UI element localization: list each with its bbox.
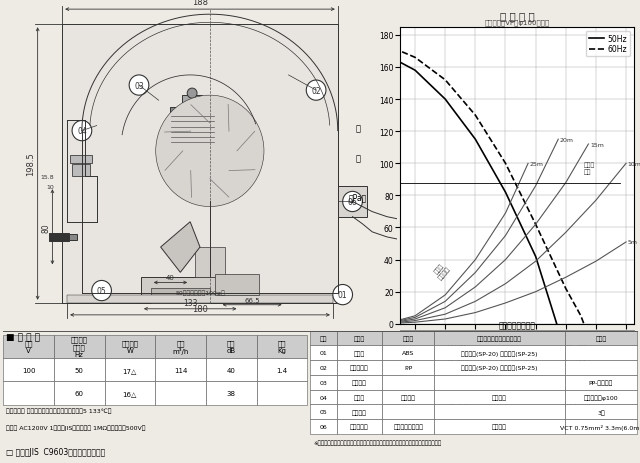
Text: 180: 180 (192, 304, 208, 313)
Circle shape (307, 81, 326, 101)
Text: 電動機形式 说動モーター（温度ヒューズ内蝓5 133℃）: 電動機形式 说動モーター（温度ヒューズ内蝓5 133℃） (6, 407, 112, 413)
60Hz (396, 49, 404, 55)
Text: 50（ファン径：100φ）: 50（ファン径：100φ） (175, 290, 225, 296)
Circle shape (72, 121, 92, 141)
Text: 圧: 圧 (355, 154, 360, 163)
60Hz (532, 222, 540, 228)
Bar (70, 156, 92, 163)
Text: 80: 80 (42, 223, 51, 232)
60Hz (502, 161, 509, 167)
Text: 耕電阪 AC1200V 1分間（JIS）絶縁抗抜 1MΩ以上（直流500V）: 耕電阪 AC1200V 1分間（JIS）絶縁抗抜 1MΩ以上（直流500V） (6, 425, 146, 430)
50Hz (502, 190, 509, 195)
60Hz (577, 313, 585, 319)
60Hz (580, 321, 588, 327)
50Hz (442, 97, 449, 103)
Text: 10: 10 (47, 184, 54, 189)
Text: 適合パイプ・寸法: 適合パイプ・寸法 (499, 320, 535, 329)
Bar (49, 233, 69, 241)
60Hz (381, 46, 388, 51)
Wedge shape (446, 226, 452, 238)
50Hz (381, 57, 388, 63)
Line: 60Hz: 60Hz (385, 49, 584, 324)
Circle shape (129, 76, 149, 96)
Text: パイプ
抵抗曲線: パイプ 抵抗曲線 (433, 261, 452, 280)
Bar (215, 275, 259, 295)
Circle shape (333, 285, 353, 305)
60Hz (472, 113, 479, 119)
Text: 静 圧 曲 線: 静 圧 曲 線 (500, 12, 534, 22)
Text: 02: 02 (311, 87, 321, 95)
X-axis label: 風量（m³／h）: 風量（m³／h） (496, 342, 538, 351)
Text: 40: 40 (166, 275, 175, 281)
Text: 05: 05 (97, 287, 106, 295)
Text: 15.8: 15.8 (41, 174, 54, 179)
Text: 66.5: 66.5 (244, 297, 260, 303)
50Hz (553, 321, 561, 327)
50Hz (472, 137, 479, 143)
Bar (69, 234, 77, 240)
Text: 133: 133 (183, 298, 197, 307)
Line: 50Hz: 50Hz (385, 60, 557, 324)
Circle shape (342, 192, 362, 212)
Text: 04: 04 (77, 127, 87, 136)
Text: 静: 静 (355, 125, 360, 133)
Polygon shape (161, 222, 200, 273)
60Hz (442, 78, 449, 83)
Bar (338, 187, 367, 217)
Text: 198.5: 198.5 (26, 152, 35, 176)
Bar (72, 165, 90, 177)
Text: ■ 特 性 表: ■ 特 性 表 (6, 332, 40, 341)
Text: パイプ
長さ: パイプ 長さ (584, 163, 595, 175)
60Hz (562, 286, 570, 292)
Circle shape (188, 89, 197, 99)
Text: 03: 03 (134, 81, 144, 90)
Text: 188: 188 (192, 0, 208, 7)
Bar (67, 295, 333, 303)
Text: 20m: 20m (560, 138, 573, 143)
60Hz (412, 56, 419, 61)
Text: 15m: 15m (590, 142, 604, 147)
Legend: 50Hz, 60Hz: 50Hz, 60Hz (586, 31, 630, 57)
Text: 06: 06 (348, 198, 357, 206)
Text: □ 特性はJIS  C9603の方式に基ずく。: □ 特性はJIS C9603の方式に基ずく。 (6, 447, 106, 456)
Text: 抗抗曲線はVP管φ100の場合: 抗抗曲線はVP管φ100の場合 (484, 19, 550, 26)
50Hz (396, 60, 404, 66)
Text: ※本製品の仕様は、予告の為予なく変更することがありますので予めご了承ください。: ※本製品の仕様は、予告の為予なく変更することがありますので予めご了承ください。 (314, 439, 442, 445)
50Hz (412, 68, 419, 74)
Bar (170, 108, 215, 146)
Circle shape (156, 96, 264, 207)
50Hz (547, 302, 554, 307)
Bar (62, 25, 338, 303)
Text: 01: 01 (338, 290, 348, 300)
Text: 25m: 25m (530, 162, 543, 166)
Text: 5m: 5m (628, 240, 637, 245)
Circle shape (92, 281, 111, 301)
FancyBboxPatch shape (417, 221, 437, 241)
Text: （Pa）: （Pa） (349, 193, 367, 202)
Bar (195, 248, 225, 278)
Bar (182, 96, 202, 108)
Bar (141, 278, 220, 303)
Text: 10m: 10m (628, 162, 640, 166)
50Hz (532, 254, 540, 260)
Bar (151, 288, 210, 303)
